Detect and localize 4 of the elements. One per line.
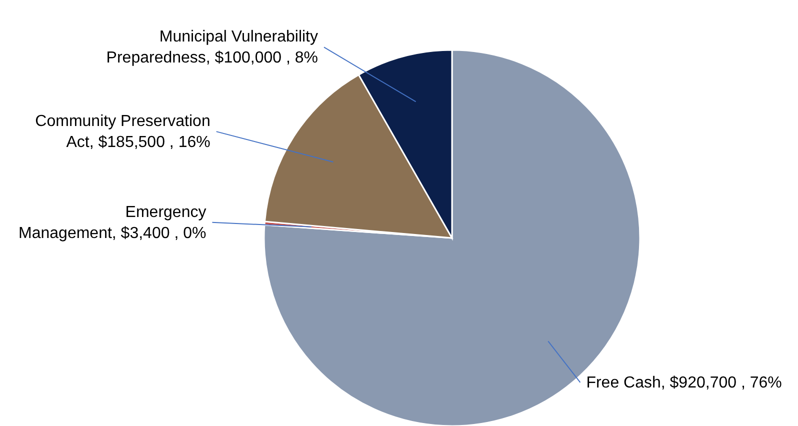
slice-label: Community Preservation Act, $185,500 , 16% xyxy=(35,113,210,152)
slice-label: Emergency Management, $3,400 , 0% xyxy=(18,204,206,242)
slice-label: Municipal Vulnerability Preparedness, $100,000 , 8% xyxy=(106,28,318,67)
slice-label: Free Cash, $920,700 , 76% xyxy=(586,374,782,392)
